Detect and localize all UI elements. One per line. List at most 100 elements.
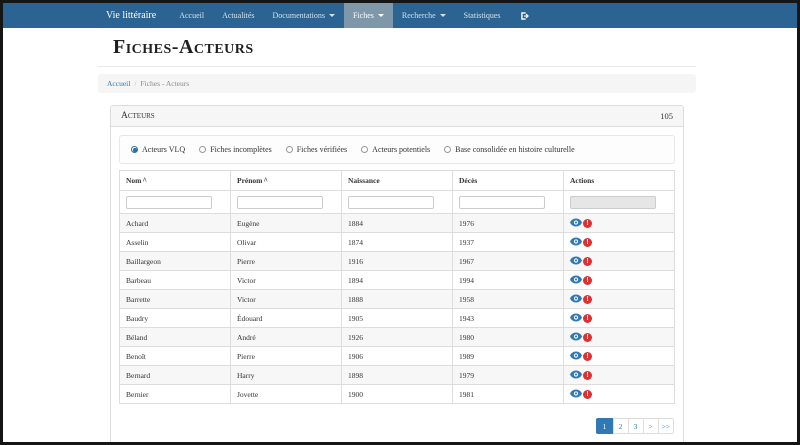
panel-heading: Acteurs 105 <box>111 106 683 127</box>
table-body: Achard Eugène 1884 1976 <box>119 213 675 404</box>
view-button[interactable] <box>570 389 582 400</box>
filter-radio-option[interactable]: Fiches vérifiées <box>285 145 348 154</box>
cell-prenom: Eugène <box>230 213 342 233</box>
view-button[interactable] <box>570 237 582 248</box>
column-header-label: Actions <box>570 176 595 185</box>
nav-item-label: Documentations <box>272 11 325 20</box>
column-header[interactable]: Naissance <box>341 170 453 191</box>
table-row: Barbeau Victor 1894 1994 <box>119 270 675 290</box>
alert-exclamation-icon[interactable] <box>583 313 592 323</box>
alert-exclamation-icon[interactable] <box>583 332 592 342</box>
filter-radio-group: Acteurs VLQ Fiches incomplètes Fiches vé… <box>119 135 675 164</box>
cell-deces: 1981 <box>452 384 564 404</box>
column-header[interactable]: Nom <box>119 170 231 191</box>
filter-radio-option[interactable]: Acteurs VLQ <box>131 145 185 154</box>
nav-item[interactable]: Documentations <box>264 3 344 28</box>
logout-button[interactable] <box>510 3 540 28</box>
table-head: Nom Prénom Naissance Décès Actions <box>119 170 675 214</box>
page-header: Fiches-Acteurs <box>98 28 696 67</box>
column-header[interactable]: Prénom <box>230 170 342 191</box>
filter-cell-prenom <box>230 190 342 214</box>
table-filter-row <box>119 190 675 214</box>
pagination-button[interactable]: 1 <box>595 418 614 434</box>
alert-exclamation-icon[interactable] <box>583 370 592 380</box>
cell-actions <box>563 365 675 385</box>
pagination-button[interactable]: 3 <box>627 418 644 434</box>
view-button[interactable] <box>570 256 582 267</box>
cell-nom: Achard <box>119 213 231 233</box>
record-count: 105 <box>660 111 673 121</box>
filter-radio-label: Fiches vérifiées <box>296 145 348 154</box>
nav-item[interactable]: Statistiques <box>455 3 510 28</box>
pagination-button[interactable]: >> <box>657 418 674 434</box>
filter-input-naissance[interactable] <box>348 195 435 209</box>
alert-exclamation-icon[interactable] <box>583 256 592 266</box>
eye-view-icon <box>570 370 582 378</box>
alert-exclamation-icon[interactable] <box>583 294 592 304</box>
cell-nom: Benoît <box>119 346 231 366</box>
column-header-label: Nom <box>126 176 142 185</box>
view-button[interactable] <box>570 351 582 362</box>
alert-exclamation-icon[interactable] <box>583 275 592 285</box>
nav-item[interactable]: Fiches <box>343 3 393 28</box>
column-header[interactable]: Actions <box>563 170 675 191</box>
table-row: Bernier Jovette 1900 1981 <box>119 384 675 404</box>
cell-actions <box>563 289 675 309</box>
cell-actions <box>563 251 675 271</box>
table-row: Barrette Victor 1888 1958 <box>119 289 675 309</box>
eye-view-icon <box>570 218 582 226</box>
view-button[interactable] <box>570 275 582 286</box>
filter-input-prenom[interactable] <box>237 195 324 209</box>
cell-deces: 1967 <box>452 251 564 271</box>
nav-item-label: Fiches <box>352 11 374 20</box>
filter-cell-nom <box>119 190 231 214</box>
chevron-down-icon <box>328 14 335 17</box>
view-button[interactable] <box>570 370 582 381</box>
alert-exclamation-icon[interactable] <box>583 218 592 228</box>
radio-icon <box>131 146 138 153</box>
filter-radio-option[interactable]: Fiches incomplètes <box>199 145 272 154</box>
view-button[interactable] <box>570 313 582 324</box>
panel-title: Acteurs <box>121 111 155 121</box>
cell-deces: 1994 <box>452 270 564 290</box>
filter-radio-label: Base consolidée en histoire culturelle <box>455 145 575 154</box>
table-row: Achard Eugène 1884 1976 <box>119 213 675 233</box>
view-button[interactable] <box>570 218 582 229</box>
column-header[interactable]: Décès <box>452 170 564 191</box>
cell-actions <box>563 308 675 328</box>
cell-actions <box>563 232 675 252</box>
alert-exclamation-icon[interactable] <box>583 389 592 399</box>
eye-view-icon <box>570 351 582 359</box>
filter-cell-actions <box>563 190 675 214</box>
alert-exclamation-icon[interactable] <box>583 351 592 361</box>
pagination-button[interactable]: > <box>642 418 659 434</box>
cell-deces: 1979 <box>452 365 564 385</box>
cell-naissance: 1916 <box>341 251 453 271</box>
alert-exclamation-icon[interactable] <box>583 237 592 247</box>
filter-radio-option[interactable]: Base consolidée en histoire culturelle <box>444 145 575 154</box>
radio-icon <box>361 146 369 153</box>
filter-radio-label: Acteurs potentiels <box>372 145 431 154</box>
logout-icon <box>520 11 529 20</box>
view-button[interactable] <box>570 332 582 343</box>
brand-link[interactable]: Vie littéraire <box>106 10 157 21</box>
nav-item[interactable]: Accueil <box>170 3 213 28</box>
cell-prenom: Édouard <box>230 308 342 328</box>
filter-input-deces[interactable] <box>459 195 546 209</box>
cell-deces: 1980 <box>452 327 564 347</box>
eye-view-icon <box>570 389 582 397</box>
breadcrumb-home-link[interactable]: Accueil <box>107 79 131 88</box>
nav-item[interactable]: Recherche <box>393 3 455 28</box>
view-button[interactable] <box>570 294 582 305</box>
nav-item[interactable]: Actualités <box>213 3 263 28</box>
filter-radio-option[interactable]: Acteurs potentiels <box>361 145 430 154</box>
filter-radio-label: Fiches incomplètes <box>210 145 272 154</box>
panel-body: Acteurs VLQ Fiches incomplètes Fiches vé… <box>111 127 683 442</box>
nav-item-label: Recherche <box>401 11 436 20</box>
table-row: Bernard Harry 1898 1979 <box>119 365 675 385</box>
pagination-button[interactable]: 2 <box>612 418 629 434</box>
filter-input-nom[interactable] <box>126 195 213 209</box>
cell-prenom: Pierre <box>230 251 342 271</box>
cell-deces: 1943 <box>452 308 564 328</box>
cell-naissance: 1898 <box>341 365 453 385</box>
